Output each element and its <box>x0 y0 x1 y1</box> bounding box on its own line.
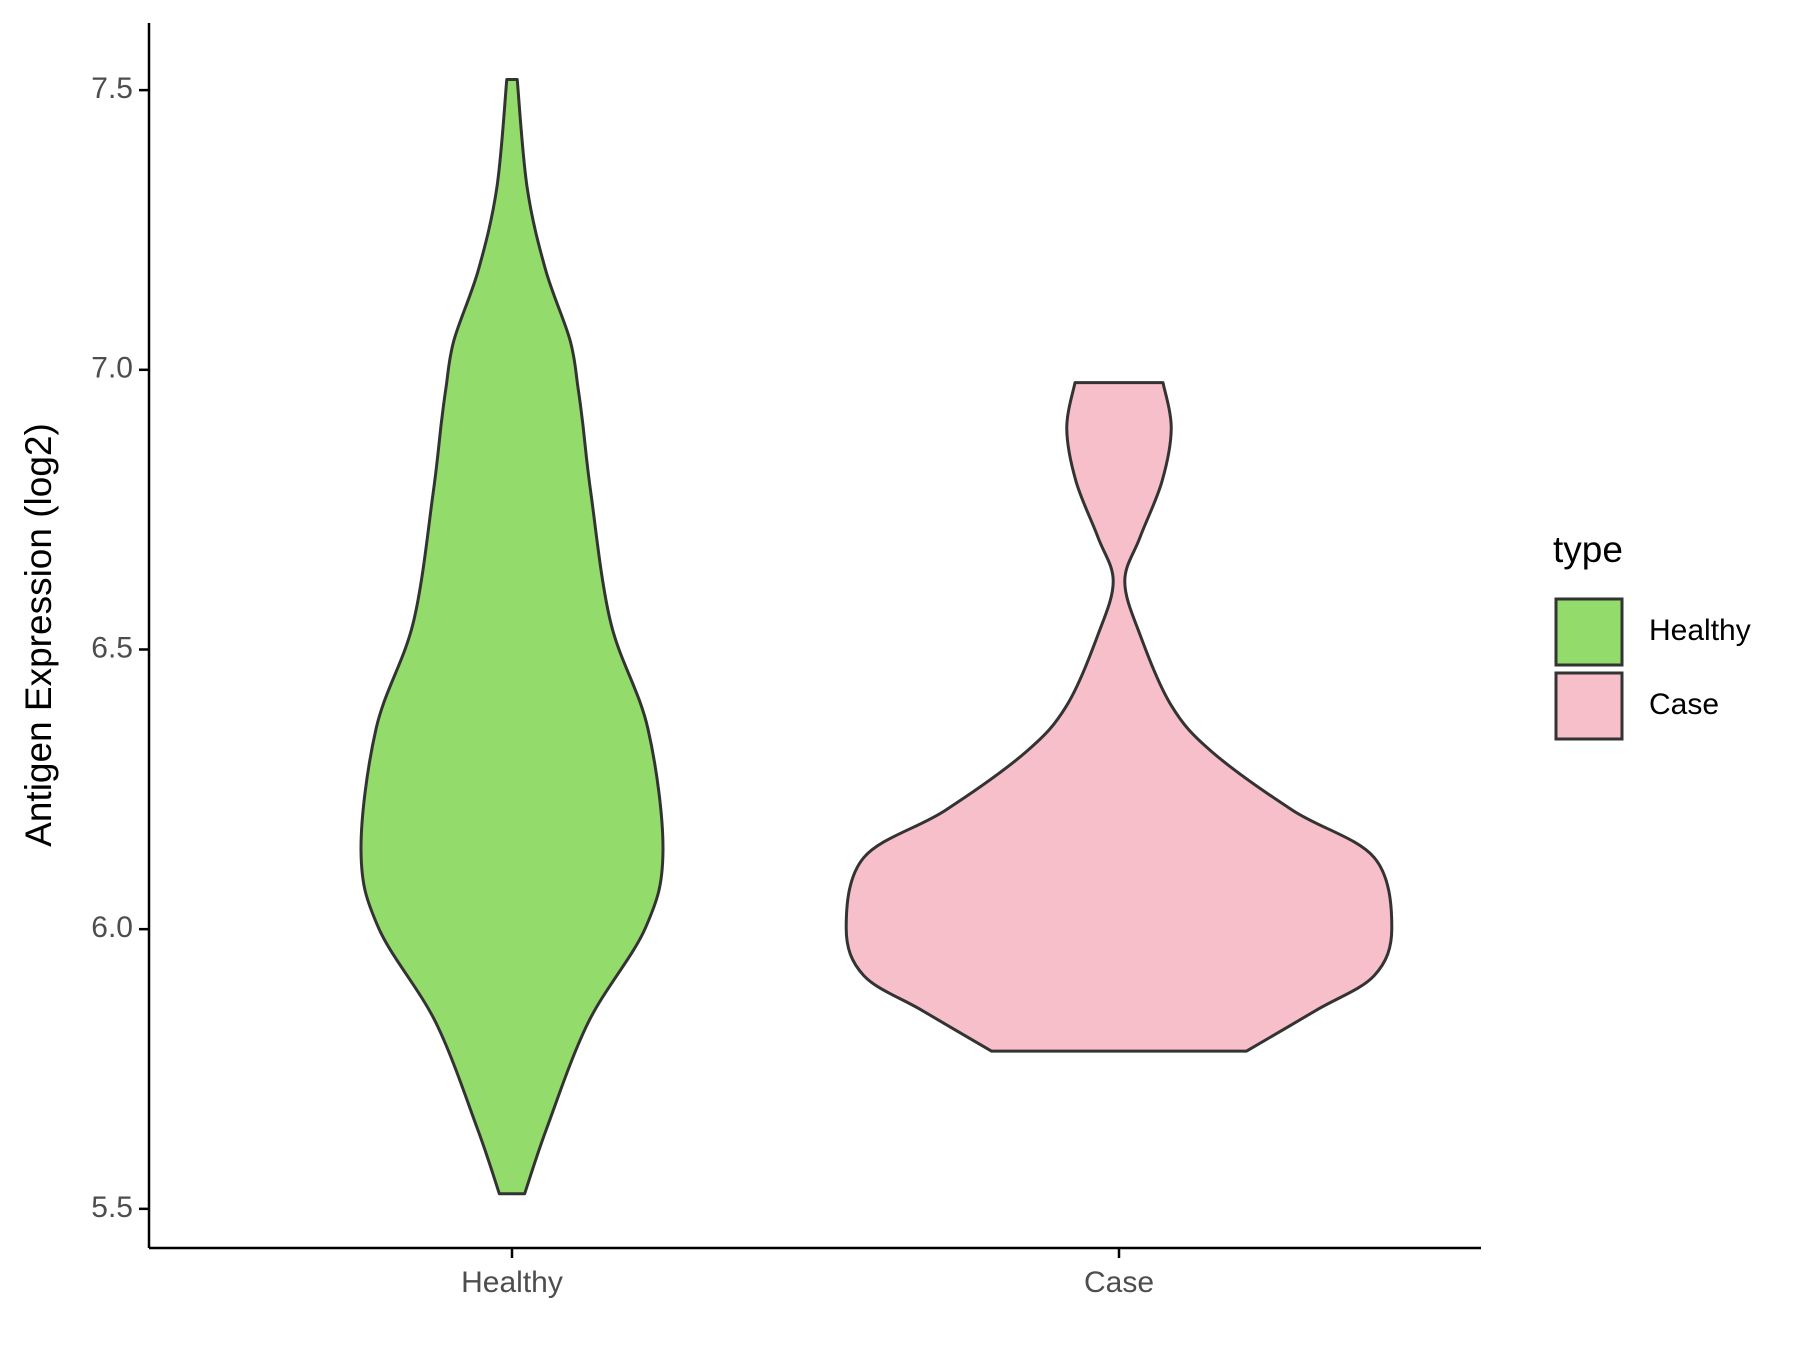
legend-title: type <box>1553 529 1623 570</box>
y-tick-label: 7.0 <box>91 352 133 385</box>
y-axis-title: Antigen Expression (log2) <box>18 423 59 847</box>
x-tick-label: Case <box>1084 1266 1154 1299</box>
y-tick-label: 5.5 <box>91 1191 133 1224</box>
x-tick-label: Healthy <box>461 1266 563 1299</box>
y-tick-label: 7.5 <box>91 72 133 105</box>
legend-key <box>1554 671 1624 741</box>
y-tick-label: 6.0 <box>91 911 133 944</box>
legend-key <box>1554 597 1624 667</box>
y-tick-label: 6.5 <box>91 631 133 664</box>
violin <box>359 77 665 1196</box>
legend-label: Healthy <box>1649 614 1751 647</box>
violin <box>844 381 1394 1053</box>
legend-label: Case <box>1649 688 1719 721</box>
